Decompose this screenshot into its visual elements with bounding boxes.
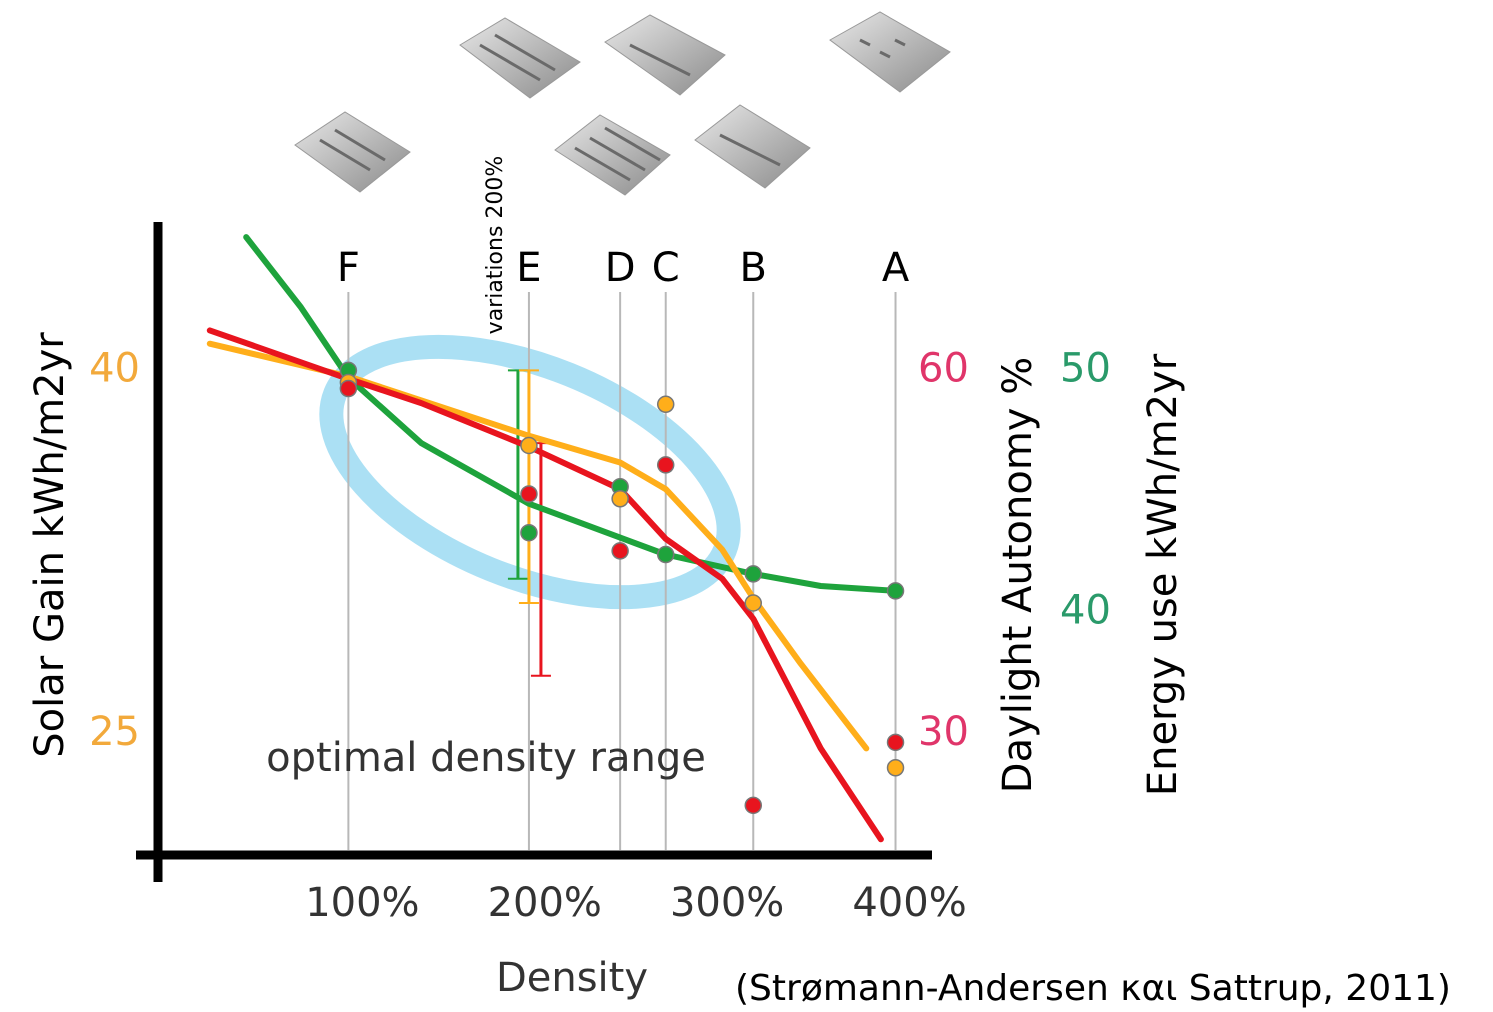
range-label: variations 200% xyxy=(483,156,508,335)
y-tick-label: 25 xyxy=(89,709,140,755)
x-tick-label: 200% xyxy=(488,880,602,926)
icon-details xyxy=(319,33,906,182)
x-tick-label: 100% xyxy=(305,880,419,926)
data-point xyxy=(520,523,538,542)
marker-label: F xyxy=(337,245,360,291)
data-point xyxy=(744,796,763,815)
marker-label: E xyxy=(516,245,541,291)
data-point xyxy=(611,490,629,508)
x-tick-label: 300% xyxy=(670,880,784,926)
data-point xyxy=(744,565,763,583)
plot-layer xyxy=(206,234,905,843)
data-point xyxy=(520,436,538,455)
marker-label: C xyxy=(652,245,680,291)
y3-tick-label: 40 xyxy=(1060,588,1111,634)
data-point xyxy=(656,395,675,414)
y-axis-title: Solar Gain kWh/m2yr xyxy=(27,332,73,758)
curve xyxy=(206,340,870,752)
marker-label: D xyxy=(605,245,636,291)
data-point xyxy=(886,582,905,600)
data-point xyxy=(744,594,763,612)
curve xyxy=(243,234,899,594)
marker-label: A xyxy=(882,245,910,291)
data-point xyxy=(886,733,905,752)
annotation: optimal density range xyxy=(266,735,706,781)
y2-axis-title: Daylight Autonomy % xyxy=(995,357,1041,793)
curve xyxy=(206,327,884,843)
y3-tick-label: 50 xyxy=(1060,345,1111,391)
x-tick-label: 400% xyxy=(852,880,966,926)
y2-tick-label: 30 xyxy=(918,709,969,755)
x-axis-title: Density xyxy=(496,955,648,1001)
y2-tick-label: 60 xyxy=(918,345,969,391)
y3-axis-title: Energy use kWh/m2yr xyxy=(1140,353,1186,796)
y-tick-label: 40 xyxy=(89,345,140,391)
data-point xyxy=(611,542,629,560)
marker-label: B xyxy=(740,245,767,291)
data-point xyxy=(886,759,905,777)
building-icons xyxy=(294,11,951,196)
data-point xyxy=(656,456,675,474)
data-point xyxy=(656,545,675,564)
source: (Strømann-Andersen και Sattrup, 2011) xyxy=(735,968,1451,1009)
data-point xyxy=(520,485,538,503)
data-point xyxy=(339,379,358,398)
